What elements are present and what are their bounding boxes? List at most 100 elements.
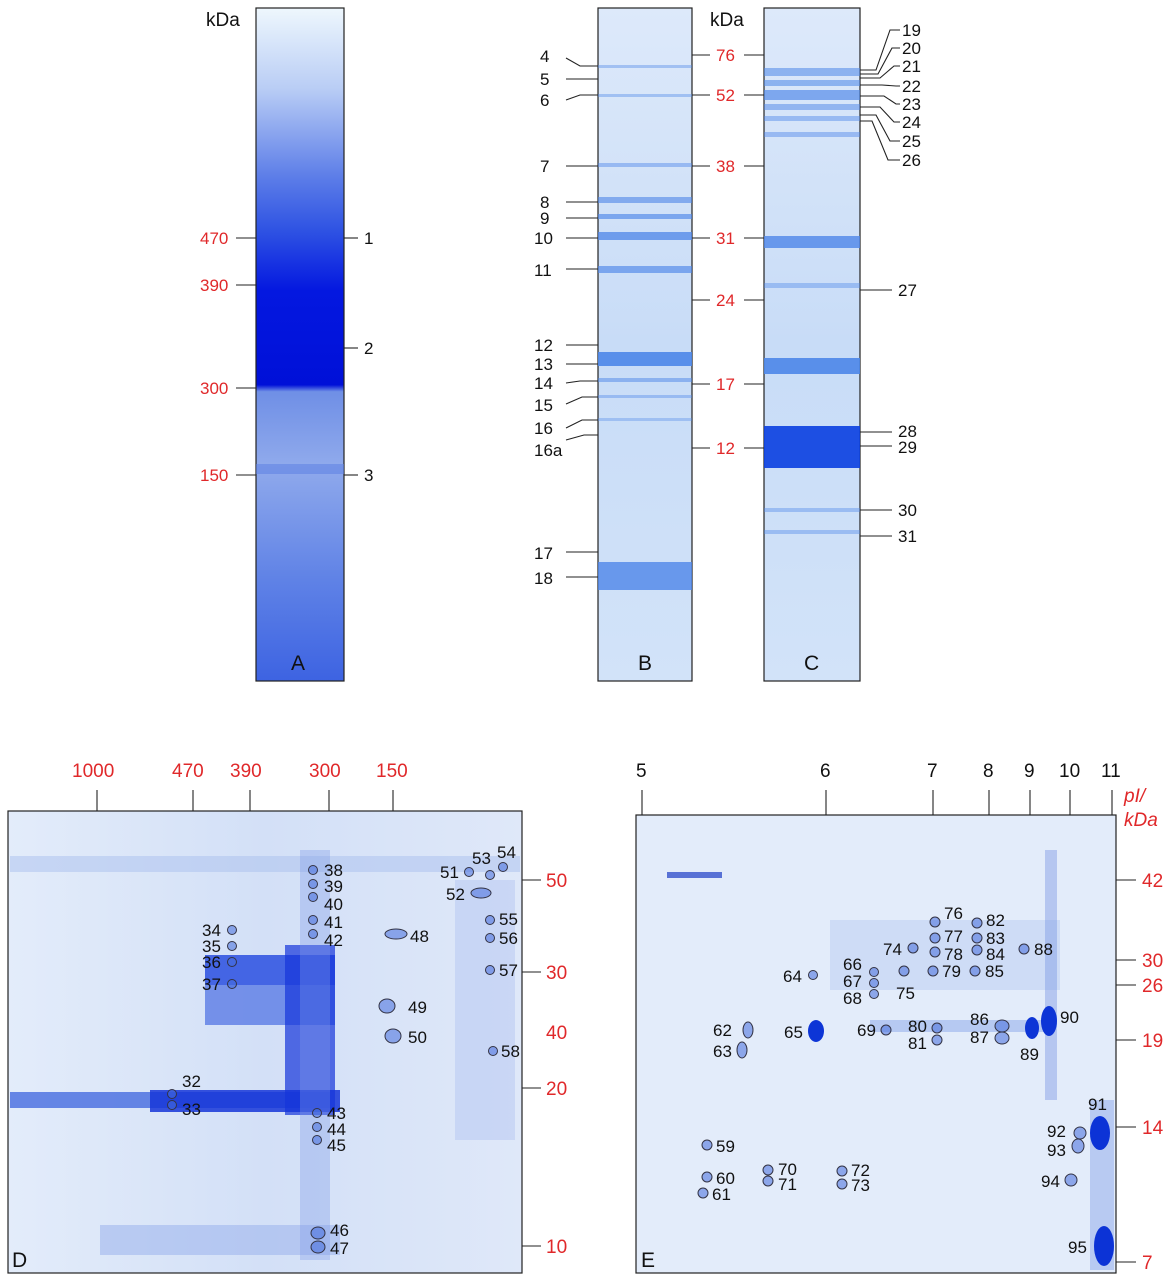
svg-text:82: 82	[986, 911, 1005, 930]
gel-d-spot-labels: 32 33 34 35 36 37 38 39 40 41 42 43 44 4…	[182, 843, 520, 1258]
svg-text:56: 56	[499, 929, 518, 948]
svg-text:14: 14	[1142, 1118, 1164, 1139]
svg-text:84: 84	[986, 945, 1005, 964]
svg-text:27: 27	[898, 281, 917, 300]
svg-text:44: 44	[327, 1120, 346, 1139]
marker-a-470: 470	[200, 229, 228, 248]
gel-e-spots	[697, 916, 1087, 1199]
svg-text:38: 38	[716, 157, 735, 176]
lane-a-band-3	[256, 464, 344, 474]
lane-c-gel	[763, 7, 861, 682]
svg-text:75: 75	[896, 984, 915, 1003]
svg-text:94: 94	[1041, 1172, 1060, 1191]
svg-text:24: 24	[716, 291, 735, 310]
svg-text:19: 19	[902, 21, 921, 40]
svg-text:49: 49	[408, 998, 427, 1017]
svg-text:87: 87	[970, 1028, 989, 1047]
svg-text:48: 48	[410, 927, 429, 946]
lane-a-letter: A	[291, 652, 305, 675]
svg-text:390: 390	[230, 761, 262, 782]
kda-header-b: kDa	[710, 10, 744, 31]
svg-text:57: 57	[499, 961, 518, 980]
svg-text:61: 61	[712, 1185, 731, 1204]
gel-d	[7, 810, 523, 1274]
svg-text:29: 29	[898, 438, 917, 457]
lane-c-bands	[764, 68, 860, 534]
svg-text:76: 76	[716, 46, 735, 65]
lane-c-band-labels: 19 20 21 22 23 24 25 26 27 28 29 30 31	[898, 21, 921, 546]
kda-header-a: kDa	[206, 10, 240, 31]
svg-text:93: 93	[1047, 1141, 1066, 1160]
svg-text:45: 45	[327, 1136, 346, 1155]
gel-e-axis-title-pi: pI/	[1123, 786, 1147, 807]
svg-text:14: 14	[534, 374, 553, 393]
svg-text:26: 26	[1142, 976, 1163, 997]
svg-text:64: 64	[783, 967, 802, 986]
svg-text:33: 33	[182, 1100, 201, 1119]
svg-text:51: 51	[440, 863, 459, 882]
panel-d: D 1000 470 390 300 150 50 30 20 10	[7, 761, 567, 1274]
lane-b-band-leaders	[565, 57, 598, 578]
svg-text:16a: 16a	[534, 441, 563, 460]
svg-text:91: 91	[1088, 1095, 1107, 1114]
gel-d-right-axis: 50 30 20 10	[546, 871, 567, 1258]
svg-text:18: 18	[534, 569, 553, 588]
svg-text:53: 53	[472, 849, 491, 868]
svg-text:68: 68	[843, 989, 862, 1008]
gel-d-top-axis: 1000 470 390 300 150	[72, 761, 408, 782]
svg-text:73: 73	[851, 1176, 870, 1195]
marker-a-150: 150	[200, 466, 228, 485]
svg-text:55: 55	[499, 910, 518, 929]
gel-e-streaks	[667, 850, 1114, 1270]
svg-text:70: 70	[778, 1160, 797, 1179]
svg-text:17: 17	[716, 375, 735, 394]
marker-a-300: 300	[200, 379, 228, 398]
panel-c: C 19 20 21 22 23 24 25 26 27 28	[763, 7, 921, 682]
svg-text:30: 30	[1142, 951, 1163, 972]
svg-text:41: 41	[324, 913, 343, 932]
svg-text:23: 23	[902, 95, 921, 114]
svg-text:21: 21	[902, 57, 921, 76]
svg-text:83: 83	[986, 929, 1005, 948]
svg-text:35: 35	[202, 937, 221, 956]
lane-b-bands	[598, 65, 692, 590]
gel-e-top-axis: 5 6 7 8 9 10 11	[636, 761, 1121, 782]
lane-c-band-leaders	[860, 29, 900, 537]
svg-text:42: 42	[1142, 871, 1163, 892]
svg-text:34: 34	[202, 921, 221, 940]
svg-text:31: 31	[716, 229, 735, 248]
svg-text:1000: 1000	[72, 761, 114, 782]
svg-text:72: 72	[851, 1161, 870, 1180]
band-a-2: 2	[364, 339, 373, 358]
gel-d-spots	[167, 862, 508, 1254]
svg-text:65: 65	[784, 1023, 803, 1042]
svg-text:24: 24	[902, 113, 921, 132]
svg-text:17: 17	[534, 544, 553, 563]
svg-text:40: 40	[324, 895, 343, 914]
svg-text:15: 15	[534, 396, 553, 415]
svg-text:32: 32	[182, 1072, 201, 1091]
lane-b-band-labels: 4 5 6 7 8 9 10 11 12 13 14 15 16 16a 17 …	[534, 47, 563, 588]
svg-text:81: 81	[908, 1034, 927, 1053]
svg-text:4: 4	[540, 47, 549, 66]
svg-text:77: 77	[944, 927, 963, 946]
svg-text:58: 58	[501, 1042, 520, 1061]
lane-a-gel	[255, 7, 345, 682]
svg-text:16: 16	[534, 419, 553, 438]
lane-b-letter: B	[638, 652, 652, 675]
band-a-1: 1	[364, 229, 373, 248]
svg-text:12: 12	[716, 439, 735, 458]
svg-text:12: 12	[534, 336, 553, 355]
svg-text:28: 28	[898, 422, 917, 441]
svg-text:10: 10	[534, 229, 553, 248]
svg-text:31: 31	[898, 527, 917, 546]
svg-text:88: 88	[1034, 940, 1053, 959]
svg-text:8: 8	[983, 761, 994, 782]
gel-e-right-axis: 42 30 26 19 14 7	[1142, 871, 1164, 1274]
svg-text:80: 80	[908, 1017, 927, 1036]
svg-text:85: 85	[985, 962, 1004, 981]
svg-text:71: 71	[778, 1175, 797, 1194]
svg-text:7: 7	[927, 761, 938, 782]
kda-marker-labels-b: 76 52 38 31 24 17 12	[716, 46, 735, 458]
svg-text:26: 26	[902, 151, 921, 170]
